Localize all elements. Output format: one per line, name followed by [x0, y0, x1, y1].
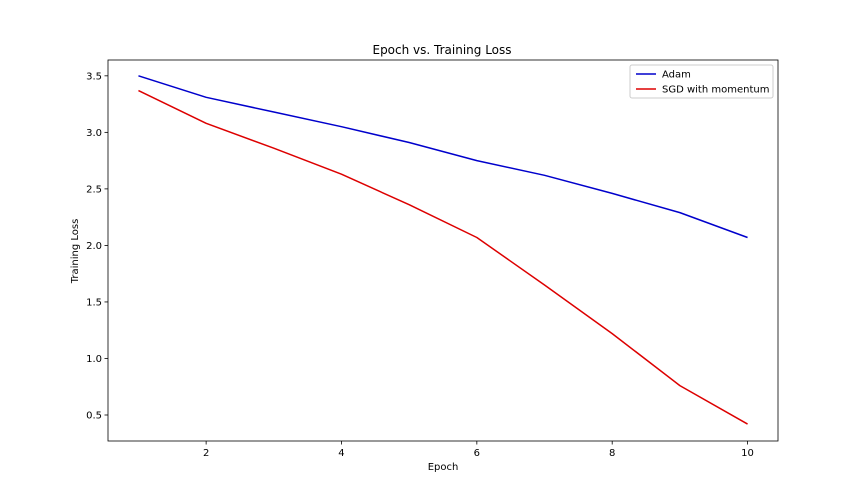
x-tick-label: 4: [338, 448, 344, 459]
series-line-adam: [138, 75, 748, 239]
y-tick-label: 1.0: [86, 354, 102, 365]
y-tick-label: 3.5: [86, 71, 102, 82]
x-tick-label: 6: [474, 448, 480, 459]
x-axis-ticks: 2 4 6 8 10: [203, 441, 754, 459]
x-tick-label: 10: [741, 448, 754, 459]
y-tick-label: 0.5: [86, 410, 102, 421]
legend-label-adam: Adam: [662, 70, 691, 81]
y-tick-label: 3.0: [86, 128, 102, 139]
plot-frame: [107, 59, 779, 442]
series-line-sgd-with-momentum: [138, 89, 748, 425]
x-axis-label: Epoch: [428, 462, 459, 473]
y-tick-label: 1.5: [86, 297, 102, 308]
legend-box: [629, 64, 774, 99]
y-axis-ticks: 0.5 1.0 1.5 2.0 2.5 3.0 3.5: [86, 71, 108, 421]
y-axis-label: Training Loss: [70, 219, 81, 285]
legend-label-sgd-with-momentum: SGD with momentum: [662, 85, 769, 96]
plot-lines: [138, 75, 748, 425]
chart-title: Epoch vs. Training Loss: [372, 43, 511, 57]
x-tick-label: 2: [203, 448, 209, 459]
y-tick-label: 2.5: [86, 184, 102, 195]
legend: Adam SGD with momentum: [629, 64, 774, 99]
y-tick-label: 2.0: [86, 241, 102, 252]
x-tick-label: 8: [609, 448, 615, 459]
